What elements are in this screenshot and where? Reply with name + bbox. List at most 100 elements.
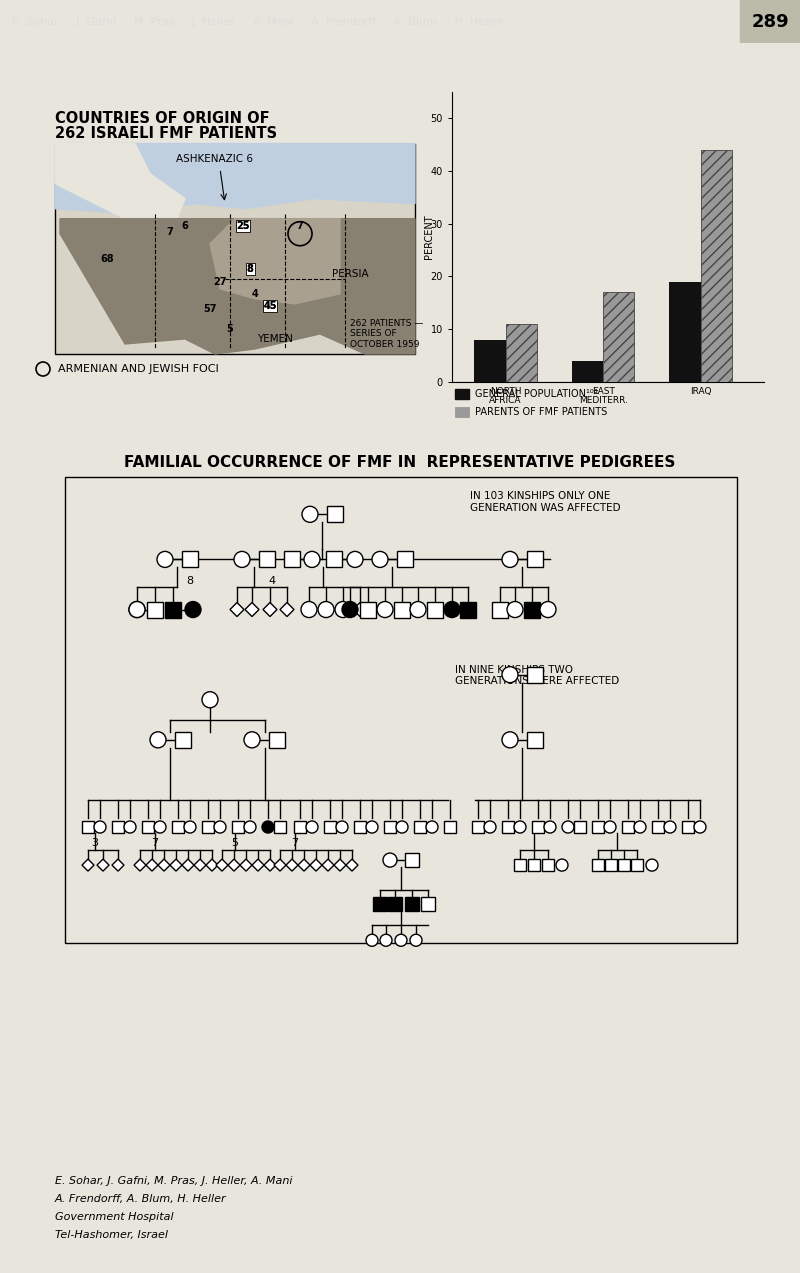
Bar bbox=[360, 602, 376, 617]
Bar bbox=[259, 551, 275, 568]
Polygon shape bbox=[252, 859, 264, 871]
Bar bbox=[82, 821, 94, 833]
Bar bbox=[502, 821, 514, 833]
Circle shape bbox=[184, 821, 196, 833]
Circle shape bbox=[335, 602, 351, 617]
Bar bbox=[55, 144, 415, 354]
Bar bbox=[460, 602, 476, 617]
Bar bbox=[701, 150, 732, 382]
Text: 4: 4 bbox=[269, 577, 275, 587]
Text: FAMILIAL OCCURRENCE OF FMF IN  REPRESENTATIVE PEDIGREES: FAMILIAL OCCURRENCE OF FMF IN REPRESENTA… bbox=[124, 454, 676, 470]
Circle shape bbox=[304, 551, 320, 568]
Circle shape bbox=[185, 602, 201, 617]
Polygon shape bbox=[310, 859, 322, 871]
Text: 25: 25 bbox=[236, 220, 250, 230]
Circle shape bbox=[562, 821, 574, 833]
Polygon shape bbox=[134, 859, 146, 871]
Polygon shape bbox=[194, 859, 206, 871]
Circle shape bbox=[694, 821, 706, 833]
Bar bbox=[528, 859, 540, 871]
Polygon shape bbox=[263, 602, 277, 616]
Bar bbox=[444, 821, 456, 833]
Bar bbox=[524, 602, 540, 617]
Text: ASHKENAZIC 6: ASHKENAZIC 6 bbox=[177, 154, 254, 163]
Circle shape bbox=[444, 602, 460, 617]
Circle shape bbox=[395, 934, 407, 946]
Bar bbox=[405, 853, 419, 867]
Bar bbox=[246, 262, 254, 275]
Bar bbox=[603, 293, 634, 382]
Circle shape bbox=[502, 732, 518, 747]
Text: YEMEN: YEMEN bbox=[257, 334, 293, 344]
Bar bbox=[172, 821, 184, 833]
Polygon shape bbox=[298, 859, 310, 871]
Bar bbox=[652, 821, 664, 833]
Polygon shape bbox=[286, 859, 298, 871]
Circle shape bbox=[366, 821, 378, 833]
Bar bbox=[294, 821, 306, 833]
Polygon shape bbox=[170, 859, 182, 871]
Polygon shape bbox=[146, 859, 158, 871]
Text: 68: 68 bbox=[100, 253, 114, 264]
Text: IN 103 KINSHIPS ONLY ONE
GENERATION WAS AFFECTED: IN 103 KINSHIPS ONLY ONE GENERATION WAS … bbox=[470, 491, 621, 513]
Bar bbox=[142, 821, 154, 833]
Bar bbox=[236, 220, 250, 232]
Text: 3: 3 bbox=[91, 838, 98, 848]
Text: 7: 7 bbox=[166, 227, 174, 237]
Polygon shape bbox=[240, 859, 252, 871]
Bar bbox=[405, 897, 419, 911]
Circle shape bbox=[502, 667, 518, 682]
Bar bbox=[572, 360, 603, 382]
Circle shape bbox=[514, 821, 526, 833]
Text: 6: 6 bbox=[182, 220, 188, 230]
Circle shape bbox=[150, 732, 166, 747]
Text: 45: 45 bbox=[263, 300, 277, 311]
Bar bbox=[421, 897, 435, 911]
Polygon shape bbox=[60, 219, 415, 354]
Text: PERSIA: PERSIA bbox=[332, 269, 368, 279]
Polygon shape bbox=[264, 859, 276, 871]
Text: 262 PATIENTS —
SERIES OF
OCTOBER 1959: 262 PATIENTS — SERIES OF OCTOBER 1959 bbox=[350, 320, 423, 349]
Circle shape bbox=[301, 602, 317, 617]
Bar bbox=[622, 821, 634, 833]
Circle shape bbox=[302, 507, 318, 522]
Circle shape bbox=[157, 551, 173, 568]
Bar bbox=[414, 821, 426, 833]
Bar bbox=[327, 507, 343, 522]
Bar bbox=[542, 859, 554, 871]
Bar bbox=[574, 821, 586, 833]
Bar bbox=[682, 821, 694, 833]
Circle shape bbox=[664, 821, 676, 833]
Text: E. Sohar, J. Gafni, M. Pras, J. Heller, A. Mani: E. Sohar, J. Gafni, M. Pras, J. Heller, … bbox=[55, 1176, 293, 1185]
Circle shape bbox=[94, 821, 106, 833]
Bar bbox=[269, 732, 285, 747]
Polygon shape bbox=[230, 602, 244, 616]
Text: 8: 8 bbox=[186, 577, 194, 587]
Circle shape bbox=[202, 691, 218, 708]
Bar bbox=[670, 281, 701, 382]
Polygon shape bbox=[280, 602, 294, 616]
Text: 262 ISRAELI FMF PATIENTS: 262 ISRAELI FMF PATIENTS bbox=[55, 126, 277, 141]
Text: Government Hospital: Government Hospital bbox=[55, 1212, 174, 1222]
Polygon shape bbox=[182, 859, 194, 871]
Bar bbox=[274, 821, 286, 833]
Bar bbox=[455, 407, 469, 418]
Text: 57: 57 bbox=[203, 304, 217, 314]
Circle shape bbox=[244, 821, 256, 833]
Bar bbox=[631, 859, 643, 871]
Polygon shape bbox=[206, 859, 218, 871]
Bar bbox=[324, 821, 336, 833]
Bar bbox=[326, 551, 342, 568]
Polygon shape bbox=[274, 859, 286, 871]
Bar bbox=[147, 602, 163, 617]
Bar bbox=[182, 551, 198, 568]
Circle shape bbox=[507, 602, 523, 617]
Circle shape bbox=[244, 732, 260, 747]
Text: 4: 4 bbox=[252, 289, 258, 299]
Bar bbox=[592, 859, 604, 871]
Circle shape bbox=[377, 602, 393, 617]
Circle shape bbox=[383, 853, 397, 867]
Circle shape bbox=[318, 602, 334, 617]
Circle shape bbox=[634, 821, 646, 833]
Circle shape bbox=[396, 821, 408, 833]
